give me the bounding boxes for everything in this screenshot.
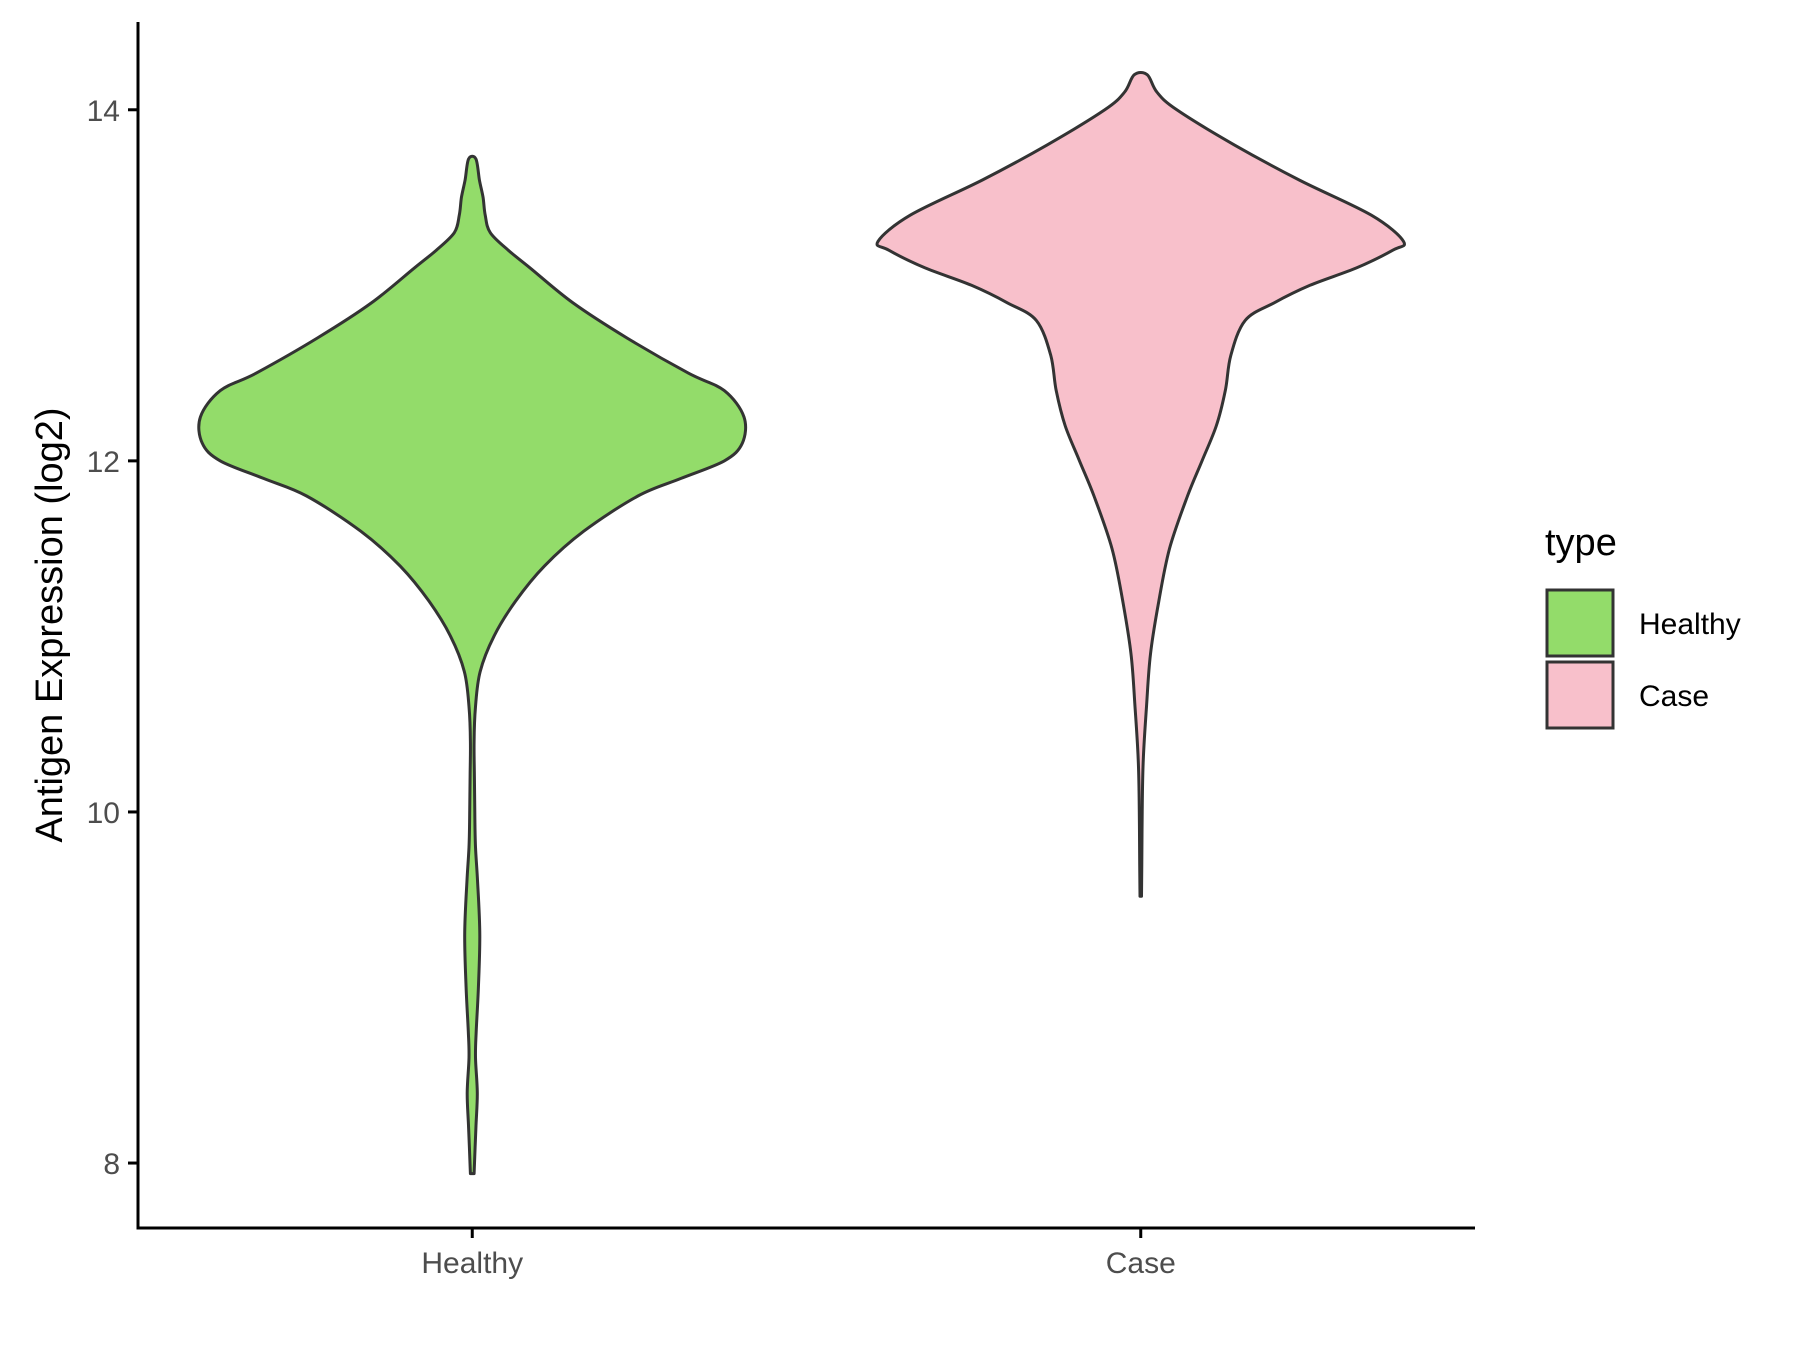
y-axis-title: Antigen Expression (log2) — [29, 407, 71, 842]
legend-label: Case — [1639, 680, 1709, 713]
violin-layer — [197, 70, 1406, 1176]
legend-key-healthy — [1545, 588, 1615, 658]
y-tick-label: 10 — [87, 797, 120, 830]
legend: type Healthy Case — [1545, 522, 1741, 730]
y-tick-label: 12 — [87, 446, 120, 479]
legend-title: type — [1545, 522, 1617, 564]
y-axis-ticks: 8 10 12 14 — [87, 95, 138, 1181]
x-tick-label: Case — [1106, 1247, 1176, 1280]
legend-label: Healthy — [1639, 608, 1741, 641]
x-tick-label: Healthy — [421, 1247, 523, 1280]
x-axis-ticks: Healthy Case — [421, 1228, 1176, 1280]
legend-key-case — [1545, 660, 1615, 730]
y-tick-label: 8 — [103, 1148, 120, 1181]
violin-case — [875, 70, 1406, 898]
y-tick-label: 14 — [87, 95, 120, 128]
violin-healthy — [197, 154, 748, 1176]
